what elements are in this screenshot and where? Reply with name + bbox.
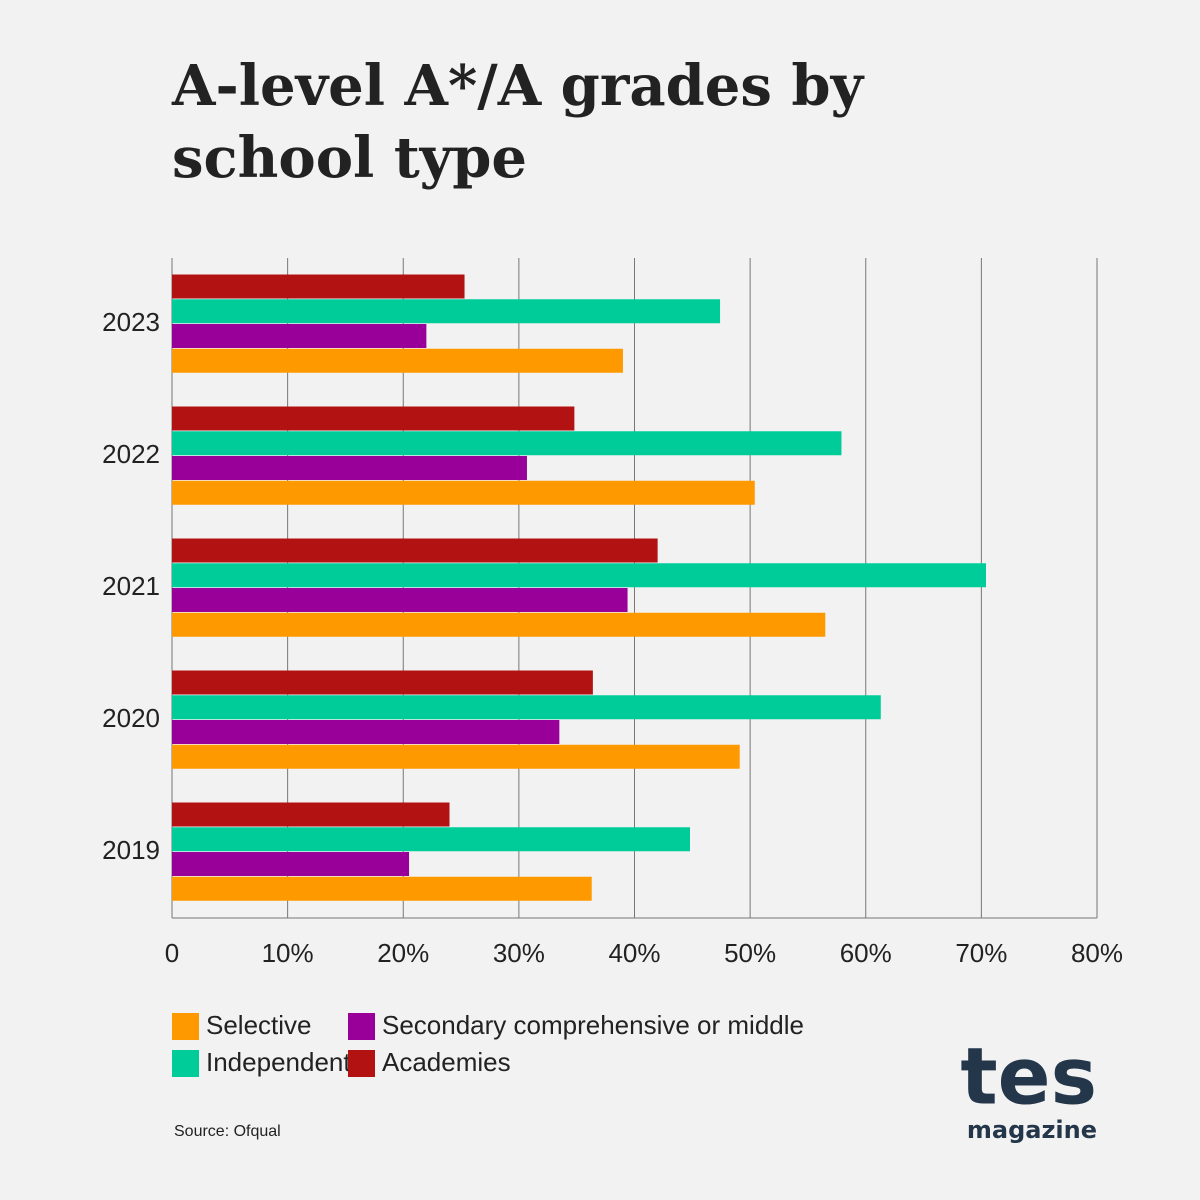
bar xyxy=(172,720,560,744)
bar xyxy=(172,538,658,563)
y-tick-label: 2020 xyxy=(102,703,160,733)
x-tick-label: 20% xyxy=(377,938,429,968)
chart-title: A-level A*/A grades by school type xyxy=(172,53,864,191)
bar xyxy=(172,744,740,769)
bar xyxy=(172,876,592,901)
x-tick-label: 50% xyxy=(724,938,776,968)
legend-label: Independent xyxy=(206,1047,351,1077)
bar xyxy=(172,612,826,637)
y-tick-label: 2023 xyxy=(102,307,160,337)
bar xyxy=(172,406,575,431)
bar xyxy=(172,563,986,588)
x-tick-label: 70% xyxy=(955,938,1007,968)
x-tick-label: 0 xyxy=(165,938,179,968)
bar xyxy=(172,480,755,505)
legend-label: Selective xyxy=(206,1010,312,1040)
logo-tagline: magazine xyxy=(967,1116,1097,1144)
legend-swatch xyxy=(348,1050,375,1077)
logo-name: tes xyxy=(960,1032,1097,1122)
x-tick-label: 40% xyxy=(608,938,660,968)
bar xyxy=(172,324,427,348)
legend-swatch xyxy=(172,1050,199,1077)
bar xyxy=(172,695,881,720)
y-tick-label: 2019 xyxy=(102,835,160,865)
legend-swatch xyxy=(348,1013,375,1040)
bar xyxy=(172,431,842,456)
bar xyxy=(172,299,721,324)
bar xyxy=(172,802,450,827)
y-tick-label: 2021 xyxy=(102,571,160,601)
bar xyxy=(172,827,690,852)
x-tick-label: 60% xyxy=(840,938,892,968)
bar xyxy=(172,588,628,612)
bar xyxy=(172,348,623,373)
legend-swatch xyxy=(172,1013,199,1040)
legend-label: Secondary comprehensive or middle xyxy=(382,1010,804,1040)
bar xyxy=(172,670,593,695)
x-tick-label: 10% xyxy=(262,938,314,968)
bar xyxy=(172,456,527,480)
legend-label: Academies xyxy=(382,1047,511,1077)
bar xyxy=(172,852,410,876)
x-tick-label: 80% xyxy=(1071,938,1123,968)
source: Source: Ofqual xyxy=(174,1123,281,1140)
y-tick-label: 2022 xyxy=(102,439,160,469)
x-tick-label: 30% xyxy=(493,938,545,968)
bar xyxy=(172,274,465,299)
